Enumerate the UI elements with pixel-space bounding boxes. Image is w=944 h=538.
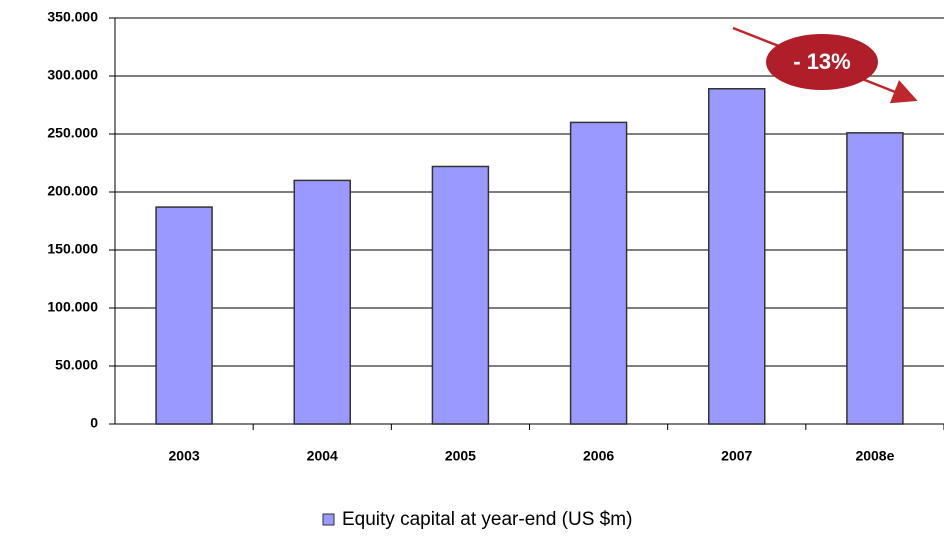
x-tick-label: 2003 xyxy=(169,448,200,464)
annotation-bubble xyxy=(766,34,878,90)
y-tick-label: 350.000 xyxy=(47,9,98,25)
y-tick-label: 0 xyxy=(90,415,98,431)
bar xyxy=(569,121,628,425)
bar xyxy=(708,88,766,425)
y-tick-label: 250.000 xyxy=(47,125,98,141)
annotation-text: - 13% xyxy=(793,49,850,74)
y-tick-label: 200.000 xyxy=(47,183,98,199)
x-tick-label: 2008e xyxy=(855,448,894,464)
bar xyxy=(431,165,490,425)
legend-label: Equity capital at year-end (US $m) xyxy=(342,509,632,530)
x-tick-label: 2005 xyxy=(445,448,476,464)
bar xyxy=(155,206,213,425)
y-tick-label: 100.000 xyxy=(47,299,98,315)
x-tick-label: 2007 xyxy=(721,448,752,464)
bar xyxy=(846,132,904,425)
legend-swatch xyxy=(322,513,335,526)
y-tick-label: 300.000 xyxy=(47,67,98,83)
y-tick-label: 50.000 xyxy=(55,357,98,373)
bar xyxy=(293,179,351,425)
y-tick-label: 150.000 xyxy=(47,241,98,257)
x-tick-label: 2004 xyxy=(307,448,338,464)
x-tick-label: 2006 xyxy=(583,448,614,464)
